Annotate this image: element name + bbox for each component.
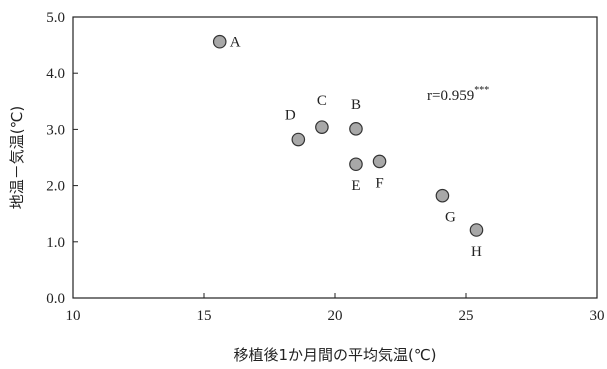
- point-label-d: D: [285, 108, 296, 124]
- x-tick-label: 15: [197, 308, 212, 324]
- point-label-g: G: [445, 210, 456, 226]
- x-tick-label: 25: [459, 308, 474, 324]
- y-tick-label: 3.0: [46, 122, 65, 138]
- data-point-h: [469, 223, 484, 237]
- data-point-c: [315, 120, 329, 134]
- y-tick-label: 1.0: [46, 235, 65, 251]
- x-axis-title: 移植後1か月間の平均気温(℃): [233, 346, 436, 364]
- plot-frame: [72, 16, 598, 299]
- y-tick-label: 2.0: [46, 179, 65, 195]
- y-tick-label: 0.0: [46, 291, 65, 307]
- point-label-f: F: [375, 175, 383, 191]
- data-point-g: [435, 188, 450, 203]
- point-label-h: H: [471, 244, 482, 260]
- plot-area: [72, 16, 598, 299]
- data-points: [212, 34, 484, 237]
- x-axis: 10 15 20 25 30: [66, 293, 605, 324]
- x-tick-label: 30: [590, 308, 605, 324]
- point-label-b: B: [351, 97, 361, 113]
- correlation-text: r=0.959: [427, 88, 474, 104]
- significance-marker: ***: [474, 85, 489, 96]
- correlation-annotation: r=0.959***: [427, 85, 489, 104]
- point-label-a: A: [230, 35, 241, 51]
- data-point-e: [349, 157, 363, 172]
- y-axis-title: 地温－気温(℃): [8, 106, 26, 210]
- data-point-a: [212, 34, 227, 49]
- y-tick-label: 5.0: [46, 10, 65, 26]
- point-labels: A B C D E F G H: [230, 35, 482, 260]
- x-tick-label: 20: [328, 308, 343, 324]
- y-tick-label: 4.0: [46, 66, 65, 82]
- point-label-c: C: [317, 93, 327, 109]
- data-point-d: [291, 132, 306, 147]
- data-point-f: [372, 154, 387, 169]
- data-point-b: [349, 122, 363, 136]
- x-tick-label: 10: [66, 308, 81, 324]
- y-axis: 0.0 1.0 2.0 3.0 4.0 5.0: [46, 10, 78, 307]
- point-label-e: E: [351, 178, 360, 194]
